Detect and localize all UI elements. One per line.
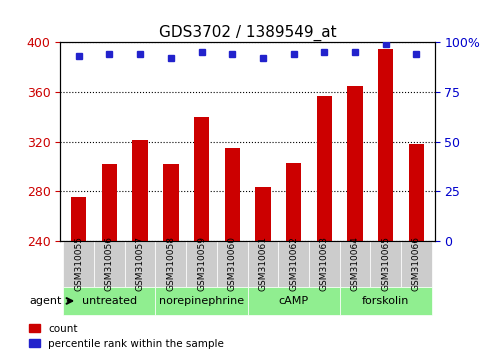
Text: GSM310056: GSM310056 xyxy=(105,236,114,291)
FancyBboxPatch shape xyxy=(340,241,370,287)
Bar xyxy=(316,96,332,241)
Bar xyxy=(255,187,270,241)
Bar xyxy=(409,144,424,241)
Text: GSM310057: GSM310057 xyxy=(136,236,144,291)
FancyBboxPatch shape xyxy=(156,287,248,315)
Text: forskolin: forskolin xyxy=(362,296,409,306)
Text: GSM310065: GSM310065 xyxy=(381,236,390,291)
Legend: count, percentile rank within the sample: count, percentile rank within the sample xyxy=(29,324,224,349)
Bar xyxy=(71,197,86,241)
Bar xyxy=(132,140,148,241)
Text: norepinephrine: norepinephrine xyxy=(159,296,244,306)
Text: GSM310060: GSM310060 xyxy=(227,236,237,291)
Text: cAMP: cAMP xyxy=(279,296,309,306)
FancyBboxPatch shape xyxy=(94,241,125,287)
FancyBboxPatch shape xyxy=(63,241,94,287)
FancyBboxPatch shape xyxy=(248,241,278,287)
FancyBboxPatch shape xyxy=(125,241,156,287)
FancyBboxPatch shape xyxy=(186,241,217,287)
FancyBboxPatch shape xyxy=(401,241,432,287)
FancyBboxPatch shape xyxy=(156,241,186,287)
FancyBboxPatch shape xyxy=(309,241,340,287)
FancyBboxPatch shape xyxy=(370,241,401,287)
FancyBboxPatch shape xyxy=(340,287,432,315)
Text: GSM310059: GSM310059 xyxy=(197,236,206,291)
Bar xyxy=(286,162,301,241)
FancyBboxPatch shape xyxy=(217,241,248,287)
FancyBboxPatch shape xyxy=(248,287,340,315)
Bar xyxy=(163,164,179,241)
Text: GSM310063: GSM310063 xyxy=(320,236,329,291)
Bar xyxy=(194,117,209,241)
Text: GSM310055: GSM310055 xyxy=(74,236,83,291)
FancyBboxPatch shape xyxy=(278,241,309,287)
Text: untreated: untreated xyxy=(82,296,137,306)
Bar xyxy=(378,48,393,241)
Text: GSM310062: GSM310062 xyxy=(289,236,298,291)
Text: GSM310058: GSM310058 xyxy=(166,236,175,291)
Text: agent: agent xyxy=(29,296,62,306)
Bar xyxy=(225,148,240,241)
Title: GDS3702 / 1389549_at: GDS3702 / 1389549_at xyxy=(159,25,336,41)
Text: GSM310066: GSM310066 xyxy=(412,236,421,291)
Bar xyxy=(102,164,117,241)
FancyBboxPatch shape xyxy=(63,287,156,315)
Text: GSM310064: GSM310064 xyxy=(351,236,359,291)
Bar xyxy=(347,86,363,241)
Text: GSM310061: GSM310061 xyxy=(258,236,268,291)
